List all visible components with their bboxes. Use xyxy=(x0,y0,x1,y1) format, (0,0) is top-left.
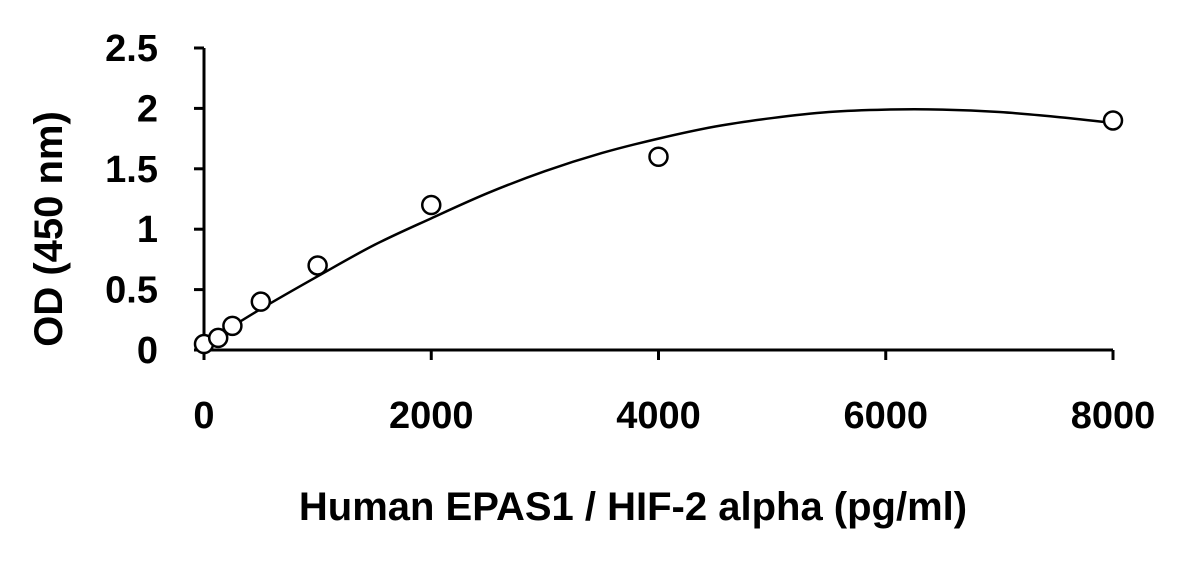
fit-curve xyxy=(203,108,1114,346)
data-point xyxy=(307,255,328,276)
x-tick-label: 8000 xyxy=(1071,395,1156,437)
y-tick-label: 1.5 xyxy=(105,149,158,191)
y-axis-ticks: 0 0.5 1 1.5 2 2.5 xyxy=(105,28,204,372)
data-point xyxy=(222,315,243,337)
x-axis-title: Human EPAS1 / HIF-2 alpha (pg/ml) xyxy=(299,485,967,529)
x-tick-label: 6000 xyxy=(843,395,928,437)
y-tick-label: 0.5 xyxy=(105,270,158,312)
y-tick-label: 2.5 xyxy=(105,28,158,70)
y-tick-label: 2 xyxy=(137,88,158,130)
x-tick-label: 2000 xyxy=(389,395,474,437)
data-point xyxy=(1102,110,1124,131)
data-points xyxy=(193,110,1124,355)
data-point xyxy=(250,291,272,312)
x-tick-label: 4000 xyxy=(616,395,701,437)
x-axis-ticks: 0 2000 4000 6000 8000 xyxy=(193,350,1155,437)
y-tick-label: 0 xyxy=(137,330,158,372)
data-point xyxy=(648,146,669,167)
data-point xyxy=(207,327,229,349)
data-point xyxy=(421,194,442,216)
y-axis-title: OD (450 nm) xyxy=(27,111,71,347)
x-tick-label: 0 xyxy=(193,395,214,437)
y-tick-label: 1 xyxy=(137,209,158,251)
